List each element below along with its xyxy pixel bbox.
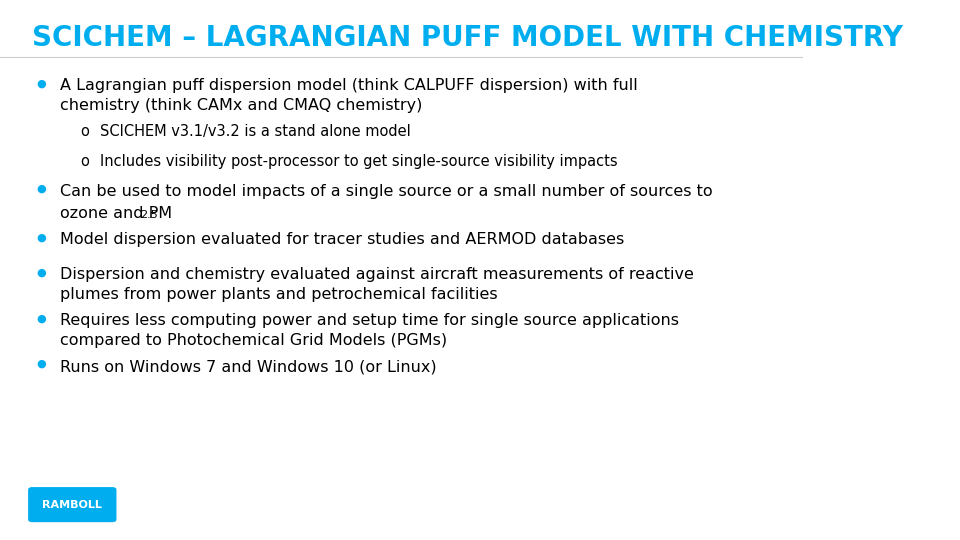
- Text: o: o: [81, 124, 89, 139]
- Text: A Lagrangian puff dispersion model (think CALPUFF dispersion) with full
chemistr: A Lagrangian puff dispersion model (thin…: [60, 78, 638, 113]
- Text: SCICHEM v3.1/v3.2 is a stand alone model: SCICHEM v3.1/v3.2 is a stand alone model: [101, 124, 411, 139]
- Text: 2.5: 2.5: [140, 210, 158, 220]
- Text: Requires less computing power and setup time for single source applications
comp: Requires less computing power and setup …: [60, 313, 680, 348]
- Text: Can be used to model impacts of a single source or a small number of sources to: Can be used to model impacts of a single…: [60, 184, 713, 199]
- Text: ●: ●: [36, 78, 46, 89]
- Text: ●: ●: [36, 267, 46, 278]
- Text: ozone and PM: ozone and PM: [60, 206, 173, 221]
- Text: ●: ●: [36, 313, 46, 323]
- Text: SCICHEM – LAGRANGIAN PUFF MODEL WITH CHEMISTRY: SCICHEM – LAGRANGIAN PUFF MODEL WITH CHE…: [32, 24, 903, 52]
- FancyBboxPatch shape: [28, 487, 116, 522]
- Text: ●: ●: [36, 184, 46, 194]
- Text: RAMBOLL: RAMBOLL: [42, 500, 102, 510]
- Text: Runs on Windows 7 and Windows 10 (or Linux): Runs on Windows 7 and Windows 10 (or Lin…: [60, 359, 437, 374]
- Text: Includes visibility post-processor to get single-source visibility impacts: Includes visibility post-processor to ge…: [101, 154, 618, 169]
- Text: Dispersion and chemistry evaluated against aircraft measurements of reactive
plu: Dispersion and chemistry evaluated again…: [60, 267, 694, 302]
- Text: o: o: [81, 154, 89, 169]
- Text: ●: ●: [36, 359, 46, 369]
- Text: Model dispersion evaluated for tracer studies and AERMOD databases: Model dispersion evaluated for tracer st…: [60, 232, 625, 247]
- Text: ●: ●: [36, 232, 46, 242]
